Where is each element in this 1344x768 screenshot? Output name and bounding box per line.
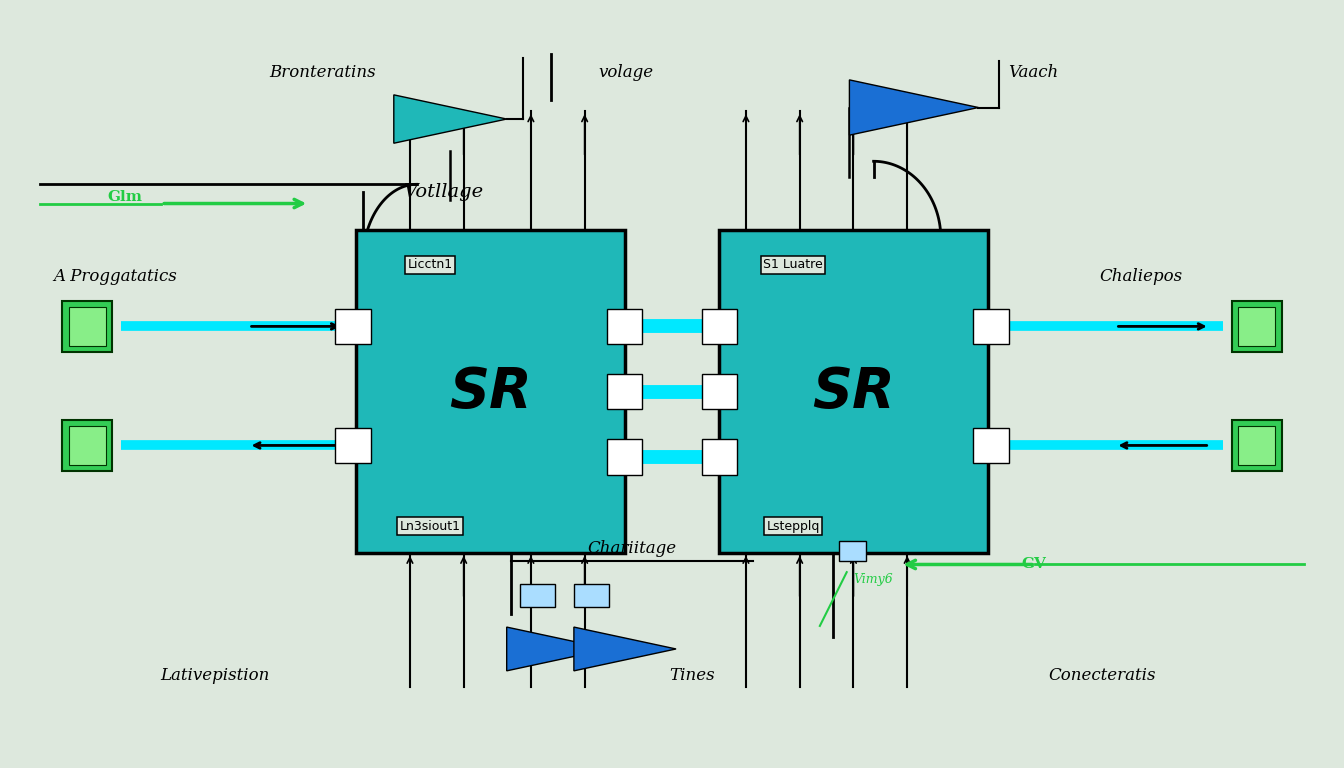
Polygon shape — [849, 80, 978, 135]
Polygon shape — [574, 627, 676, 671]
Text: Bronteratins: Bronteratins — [269, 65, 375, 81]
Text: SR: SR — [449, 365, 532, 419]
Text: A Proggatatics: A Proggatatics — [54, 268, 177, 285]
FancyBboxPatch shape — [607, 439, 642, 475]
Text: S1 Luatre: S1 Luatre — [763, 259, 823, 271]
Text: Conecteratis: Conecteratis — [1048, 667, 1156, 684]
FancyBboxPatch shape — [574, 584, 609, 607]
FancyBboxPatch shape — [839, 541, 866, 561]
Text: Lstepplq: Lstepplq — [766, 520, 820, 532]
Text: Licctn1: Licctn1 — [407, 259, 453, 271]
FancyBboxPatch shape — [702, 374, 737, 409]
Text: Vaach: Vaach — [1008, 65, 1058, 81]
Text: Tines: Tines — [669, 667, 715, 684]
FancyBboxPatch shape — [973, 428, 1009, 463]
Text: Votllage: Votllage — [403, 183, 484, 201]
Text: Lativepistion: Lativepistion — [160, 667, 270, 684]
FancyBboxPatch shape — [335, 309, 371, 344]
FancyBboxPatch shape — [335, 428, 371, 463]
Text: GV: GV — [1021, 558, 1047, 571]
Polygon shape — [394, 95, 507, 143]
FancyBboxPatch shape — [1231, 300, 1282, 353]
FancyBboxPatch shape — [973, 309, 1009, 344]
FancyBboxPatch shape — [607, 309, 642, 344]
FancyBboxPatch shape — [356, 230, 625, 553]
FancyBboxPatch shape — [719, 230, 988, 553]
FancyBboxPatch shape — [520, 584, 555, 607]
Text: Vimy6: Vimy6 — [853, 574, 894, 586]
Text: Glm: Glm — [108, 190, 142, 204]
FancyBboxPatch shape — [62, 420, 113, 472]
FancyBboxPatch shape — [69, 426, 105, 465]
FancyBboxPatch shape — [1239, 426, 1274, 465]
Text: Chaliepos: Chaliepos — [1099, 268, 1183, 285]
FancyBboxPatch shape — [1239, 306, 1274, 346]
FancyBboxPatch shape — [62, 300, 113, 353]
Text: Chariitage: Chariitage — [587, 540, 676, 557]
FancyBboxPatch shape — [702, 439, 737, 475]
FancyBboxPatch shape — [69, 306, 105, 346]
FancyBboxPatch shape — [607, 374, 642, 409]
Text: volage: volage — [598, 65, 653, 81]
Text: SR: SR — [812, 365, 895, 419]
Text: Ln3siout1: Ln3siout1 — [399, 520, 461, 532]
FancyBboxPatch shape — [1231, 420, 1282, 472]
Polygon shape — [507, 627, 609, 671]
FancyBboxPatch shape — [702, 309, 737, 344]
